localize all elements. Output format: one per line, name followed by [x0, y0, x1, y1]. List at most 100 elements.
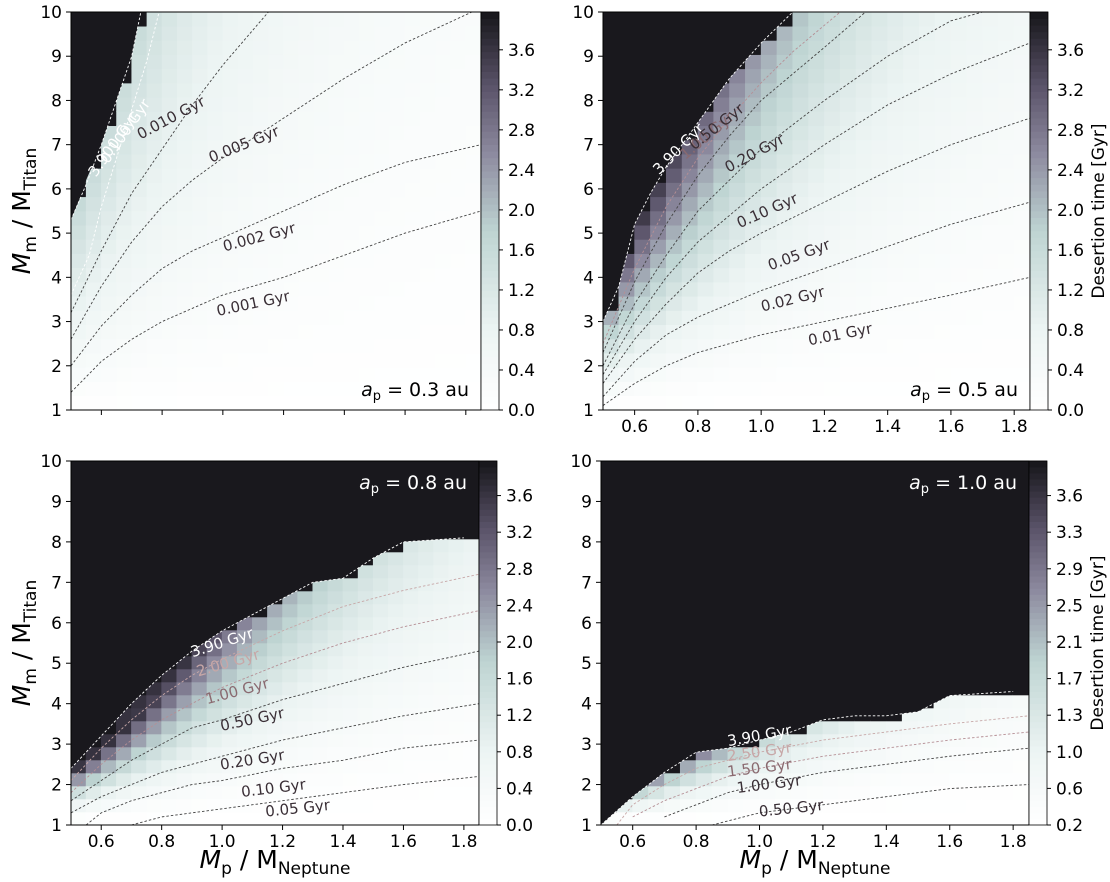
heatmap-cell: [871, 224, 888, 240]
colorbar-cell: [479, 721, 497, 729]
heatmap-cell: [404, 210, 421, 226]
heatmap-cell: [824, 267, 841, 283]
heatmap-cell: [389, 367, 406, 382]
heatmap-cell: [283, 139, 300, 155]
y-tick-label: 1: [51, 816, 62, 836]
heatmap-cell: [71, 798, 87, 813]
heatmap-cell: [298, 281, 315, 297]
heatmap-cell: [886, 720, 903, 735]
heatmap-cell: [222, 338, 239, 354]
heatmap-cell: [950, 338, 968, 354]
heatmap-cell: [388, 733, 404, 748]
x-tick-label: 0.8: [148, 832, 175, 852]
heatmap-cell: [206, 759, 223, 774]
heatmap-cell: [222, 324, 239, 340]
heatmap-cell: [374, 153, 391, 169]
heatmap-cell: [949, 798, 966, 813]
heatmap-cell: [871, 12, 888, 27]
heatmap-cell: [327, 720, 344, 735]
heatmap-cell: [268, 25, 284, 41]
heatmap-cell: [161, 367, 178, 382]
heatmap-cell: [389, 267, 406, 283]
heatmap-cell: [808, 111, 825, 127]
heatmap-cell: [403, 642, 419, 657]
heatmap-cell: [950, 40, 968, 55]
heatmap-cell: [161, 733, 178, 748]
heatmap-cell: [418, 772, 434, 787]
colorbar-tick-label: 1.7: [1056, 670, 1083, 690]
heatmap-cell: [297, 811, 314, 825]
heatmap-cell: [918, 40, 936, 55]
heatmap-cell: [918, 352, 936, 368]
heatmap-cell: [603, 338, 620, 354]
heatmap-cell: [161, 267, 178, 283]
heatmap-cell: [824, 310, 841, 326]
heatmap-cell: [403, 785, 419, 800]
heatmap-cell: [822, 759, 840, 774]
heatmap-cell: [966, 153, 983, 169]
heatmap-cell: [998, 153, 1015, 169]
x-tick-label: 1.2: [811, 417, 838, 437]
heatmap-cell: [463, 772, 479, 787]
heatmap-cell: [192, 182, 208, 198]
heatmap-cell: [887, 224, 904, 240]
heatmap-cell: [1013, 182, 1030, 198]
x-label-symbol: M: [740, 845, 762, 874]
heatmap-cell: [933, 772, 951, 787]
heatmap-cell: [1013, 352, 1030, 368]
heatmap-cell: [328, 210, 345, 226]
heatmap-cell: [131, 281, 148, 297]
heatmap-cell: [161, 168, 178, 183]
colorbar-cell: [479, 636, 497, 644]
heatmap-cell: [191, 785, 208, 800]
heatmap-cell: [252, 681, 268, 696]
heatmap-cell: [283, 153, 300, 169]
heatmap-cell: [966, 96, 983, 112]
heatmap-cell: [665, 324, 683, 340]
heatmap-cell: [966, 168, 983, 183]
heatmap-cell: [268, 68, 284, 84]
heatmap-cell: [854, 720, 871, 735]
heatmap-cell: [344, 210, 360, 226]
heatmap-cell: [665, 367, 683, 382]
heatmap-cell: [268, 352, 284, 368]
heatmap-cell: [252, 96, 269, 112]
heatmap-cell: [448, 616, 465, 631]
heatmap-cell: [901, 733, 919, 748]
heatmap-cell: [191, 772, 208, 787]
colorbar-cell: [479, 727, 497, 735]
heatmap-cell: [838, 811, 855, 825]
heatmap-cell: [433, 681, 450, 696]
heatmap-cell: [161, 746, 178, 761]
heatmap-cell: [328, 139, 345, 155]
heatmap-cell: [697, 395, 715, 410]
heatmap-cell: [433, 694, 450, 709]
heatmap-cell: [808, 96, 825, 112]
heatmap-cell: [729, 395, 746, 410]
heatmap-cell: [729, 295, 746, 311]
heatmap-cell: [342, 707, 359, 722]
heatmap-cell: [917, 720, 935, 735]
colorbar: 0.20.61.01.31.72.12.52.93.33.6Desertion …: [1028, 460, 1108, 836]
heatmap-cell: [981, 798, 998, 813]
heatmap-cell: [665, 281, 683, 297]
heatmap-cell: [374, 68, 391, 84]
heatmap-cell: [161, 25, 178, 41]
heatmap-cell: [854, 759, 871, 774]
heatmap-cell: [176, 82, 193, 98]
heatmap-cell: [344, 139, 360, 155]
heatmap-cell: [713, 267, 730, 283]
heatmap-cell: [237, 367, 254, 382]
heatmap-cell: [403, 551, 419, 566]
heatmap-cell: [950, 12, 968, 27]
heatmap-cell: [419, 239, 436, 254]
heatmap-cell: [650, 367, 667, 382]
colorbar-cell: [1030, 104, 1048, 112]
heatmap-cell: [808, 125, 825, 141]
heatmap-cell: [982, 12, 999, 27]
heatmap-cell: [903, 224, 920, 240]
heatmap-cell: [1012, 720, 1029, 735]
heatmap-cell: [917, 733, 935, 748]
heatmap-cell: [870, 720, 887, 735]
heatmap-cell: [342, 577, 359, 592]
